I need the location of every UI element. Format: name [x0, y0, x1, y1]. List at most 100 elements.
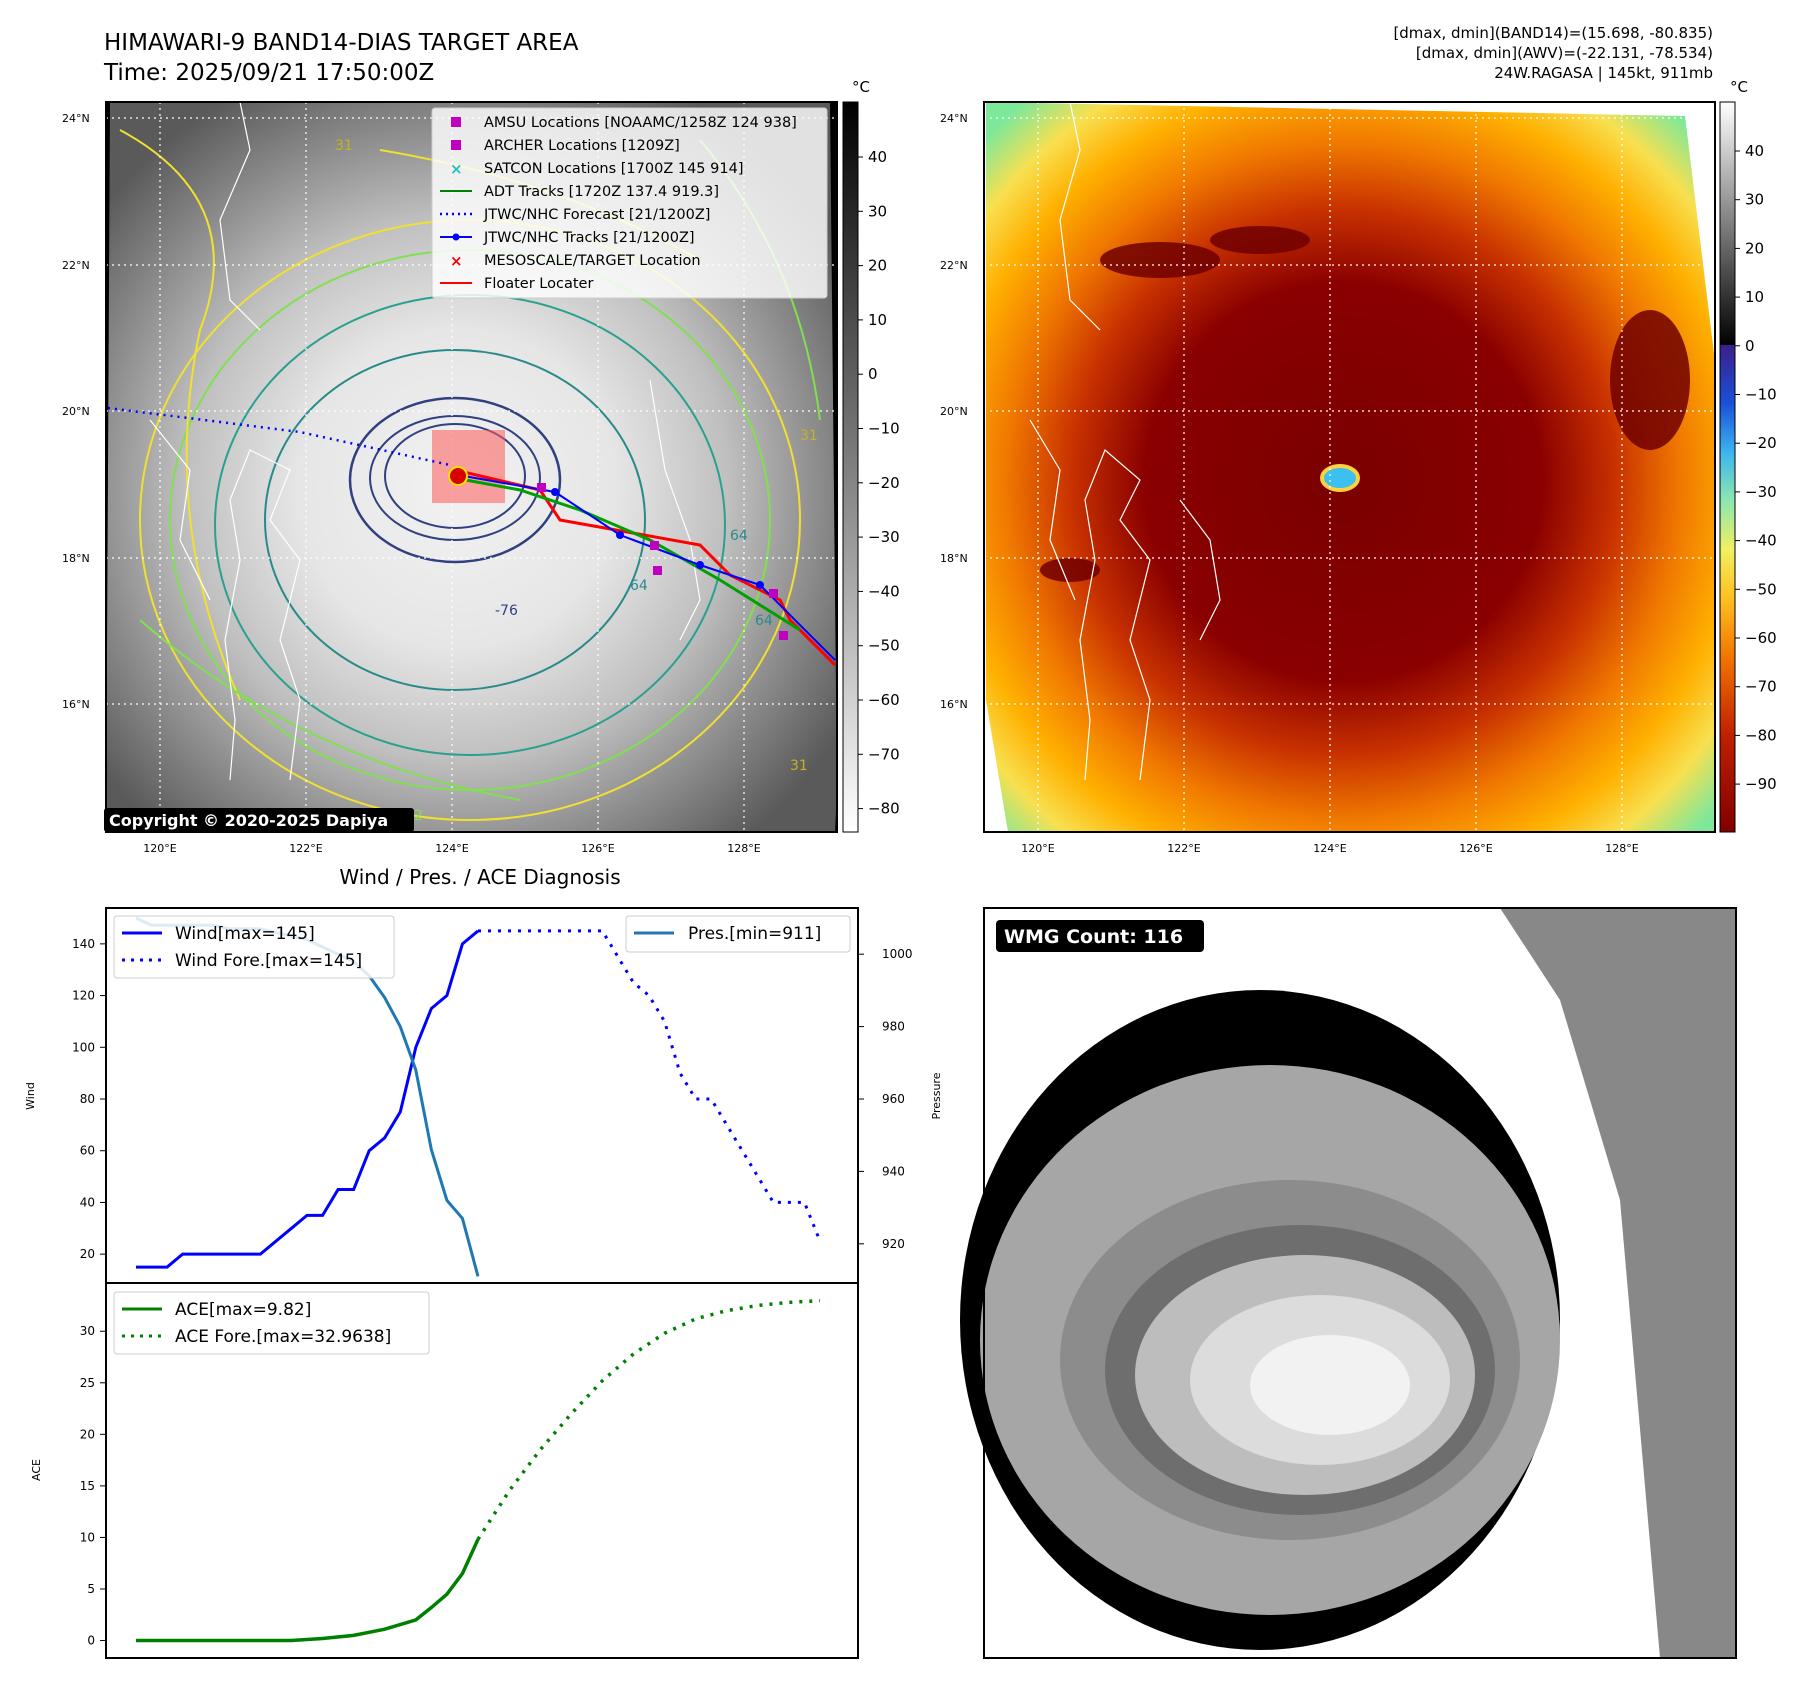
storm-eye [448, 466, 468, 486]
colorbar-tick-label: −10 [868, 420, 900, 438]
wind-tick-label: 140 [72, 937, 95, 951]
lon-label: 128°E [727, 842, 760, 855]
ace-legend-label: ACE[max=9.82] [175, 1300, 311, 1320]
series-line-ace-fore- [476, 1298, 821, 1541]
colorbar-tick-label: −30 [868, 528, 900, 546]
map-legend-item: ARCHER Locations [1209Z] [451, 138, 680, 154]
map-legend-label: JTWC/NHC Tracks [21/1200Z] [483, 230, 695, 246]
right-map-panel [983, 101, 1716, 833]
lon-label: 120°E [143, 842, 176, 855]
legend-x-marker: × [450, 252, 463, 270]
colorbar-tick-label: −40 [1745, 532, 1777, 550]
pressure-tick-label: 1000 [882, 947, 913, 961]
wind-axis-label: Wind [24, 1082, 37, 1110]
ace-forecast-legend-label: ACE Fore.[max=32.9638] [175, 1327, 391, 1347]
map-legend-item: × SATCON Locations [1700Z 145 914] [450, 160, 743, 178]
contour-label: 64 [730, 528, 748, 544]
pressure-legend-label: Pres.[min=911] [688, 924, 821, 944]
wind-pressure-plot: 140 120 100 80 60 40 20 1000 980 960 940 920 Wind … [24, 907, 943, 1284]
wind-tick-label: 20 [80, 1247, 95, 1261]
map-legend-item: ADT Tracks [1720Z 137.4 919.3] [440, 184, 719, 200]
colorbar-tick-label: 20 [1745, 239, 1764, 257]
floater-locater-track [454, 468, 837, 667]
colorbar-tick-label: −50 [868, 637, 900, 655]
jtwc-track-dots [551, 488, 764, 589]
legend-square-marker [451, 117, 461, 127]
figure-title-line1: HIMAWARI-9 BAND14-DIAS TARGET AREA [104, 30, 579, 56]
colorbar-tick-label: −70 [1745, 678, 1777, 696]
lon-label: 126°E [1459, 842, 1492, 855]
wmg-panel: WMG Count: 116 [960, 907, 1737, 1659]
map-legend-label: ADT Tracks [1720Z 137.4 919.3] [484, 184, 719, 200]
colorbar-tick-label: −30 [1745, 483, 1777, 501]
ace-axis-label: ACE [30, 1459, 43, 1481]
ace-tick-label: 20 [80, 1427, 95, 1441]
colorbar-unit: °C [1730, 78, 1748, 96]
ace-tick-label: 15 [80, 1479, 95, 1493]
pressure-tick-label: 920 [882, 1237, 905, 1251]
lon-label: 122°E [1167, 842, 1200, 855]
left-map-axis-labels: 24°N 22°N 20°N 18°N 16°N 120°E 122°E 124… [62, 112, 761, 855]
contour-label: -76 [495, 603, 518, 619]
series-line-ace [136, 1538, 480, 1643]
colorbar-unit: °C [852, 78, 870, 96]
map-legend-label: ARCHER Locations [1209Z] [484, 138, 680, 154]
ace-plot: 30 25 20 15 10 5 0 ACE ACE[max=9.82] ACE Fore.… [30, 1282, 859, 1659]
map-legend-label: MESOSCALE/TARGET Location [484, 253, 701, 269]
lat-label: 18°N [62, 552, 90, 565]
wind-tick-label: 100 [72, 1040, 95, 1054]
wind-forecast-legend-label: Wind Fore.[max=145] [175, 951, 362, 971]
map-legend-item: Floater Locater [440, 276, 593, 292]
colorbar-tick-label: −60 [868, 691, 900, 709]
pressure-tick-label: 940 [882, 1164, 905, 1178]
map-legend-label: JTWC/NHC Forecast [21/1200Z] [483, 207, 710, 223]
wind-tick-label: 120 [72, 989, 95, 1003]
contour-label: 31 [800, 428, 818, 444]
lon-label: 120°E [1021, 842, 1054, 855]
info-line3: 24W.RAGASA | 145kt, 911mb [1494, 64, 1713, 82]
colorbar-tick-label: 0 [868, 365, 878, 383]
contour-label: 64 [630, 578, 648, 594]
copyright-text: Copyright © 2020-2025 Dapiya [109, 811, 388, 830]
pressure-axis-label: Pressure [930, 1072, 943, 1119]
info-line2: [dmax, dmin](AWV)=(-22.131, -78.534) [1416, 44, 1713, 62]
right-map-axis-labels: 24°N 22°N 20°N 18°N 16°N 120°E 122°E 124… [940, 112, 1639, 855]
colorbar-tick-label: 30 [868, 202, 887, 220]
lon-label: 122°E [289, 842, 322, 855]
colorbar-tick-label: −40 [868, 582, 900, 600]
ace-tick-label: 10 [80, 1530, 95, 1544]
lat-label: 24°N [62, 112, 90, 125]
lat-label: 22°N [62, 259, 90, 272]
legend-square-marker [451, 140, 461, 150]
storm-eye-ir [1320, 464, 1360, 492]
info-line1: [dmax, dmin](BAND14)=(15.698, -80.835) [1393, 24, 1713, 42]
ace-tick-label: 0 [87, 1634, 95, 1648]
wind-tick-label: 60 [80, 1144, 95, 1158]
ace-tick-label: 25 [80, 1376, 95, 1390]
colorbar-tick-label: −10 [1745, 386, 1777, 404]
map-legend-label: Floater Locater [484, 276, 593, 292]
lat-label: 20°N [62, 405, 90, 418]
jtwc-forecast-track [107, 406, 451, 467]
colorbar-tick-label: −60 [1745, 629, 1777, 647]
colorbar-tick-label: −70 [868, 745, 900, 763]
right-colorbar: °C 40 30 20 10 0 −10 −20 −30 −40 −50 −60 −70 −80 −90 [1719, 78, 1777, 833]
pressure-tick-label: 980 [882, 1020, 905, 1034]
colorbar-tick-label: 40 [1745, 142, 1764, 160]
left-colorbar: °C 40 30 20 10 0 −10 −20 −30 −40 −50 −60 −70 −80 [842, 78, 900, 833]
colorbar-tick-label: 0 [1745, 337, 1755, 355]
lon-label: 124°E [1313, 842, 1346, 855]
map-legend-item: × MESOSCALE/TARGET Location [450, 252, 701, 270]
legend-x-marker: × [450, 160, 463, 178]
ace-tick-label: 5 [87, 1582, 95, 1596]
lat-label: 22°N [940, 259, 968, 272]
map-legend: AMSU Locations [NOAAMC/1258Z 124 938] ARC… [431, 107, 828, 299]
colorbar-tick-label: 10 [1745, 288, 1764, 306]
lat-label: 16°N [62, 698, 90, 711]
wind-legend-label: Wind[max=145] [175, 924, 315, 944]
contour-label: 31 [335, 138, 353, 154]
contour-label: 64 [755, 613, 773, 629]
colorbar-tick-label: 30 [1745, 191, 1764, 209]
series-line-wind [136, 929, 479, 1269]
coastlines-right [1029, 102, 1221, 781]
